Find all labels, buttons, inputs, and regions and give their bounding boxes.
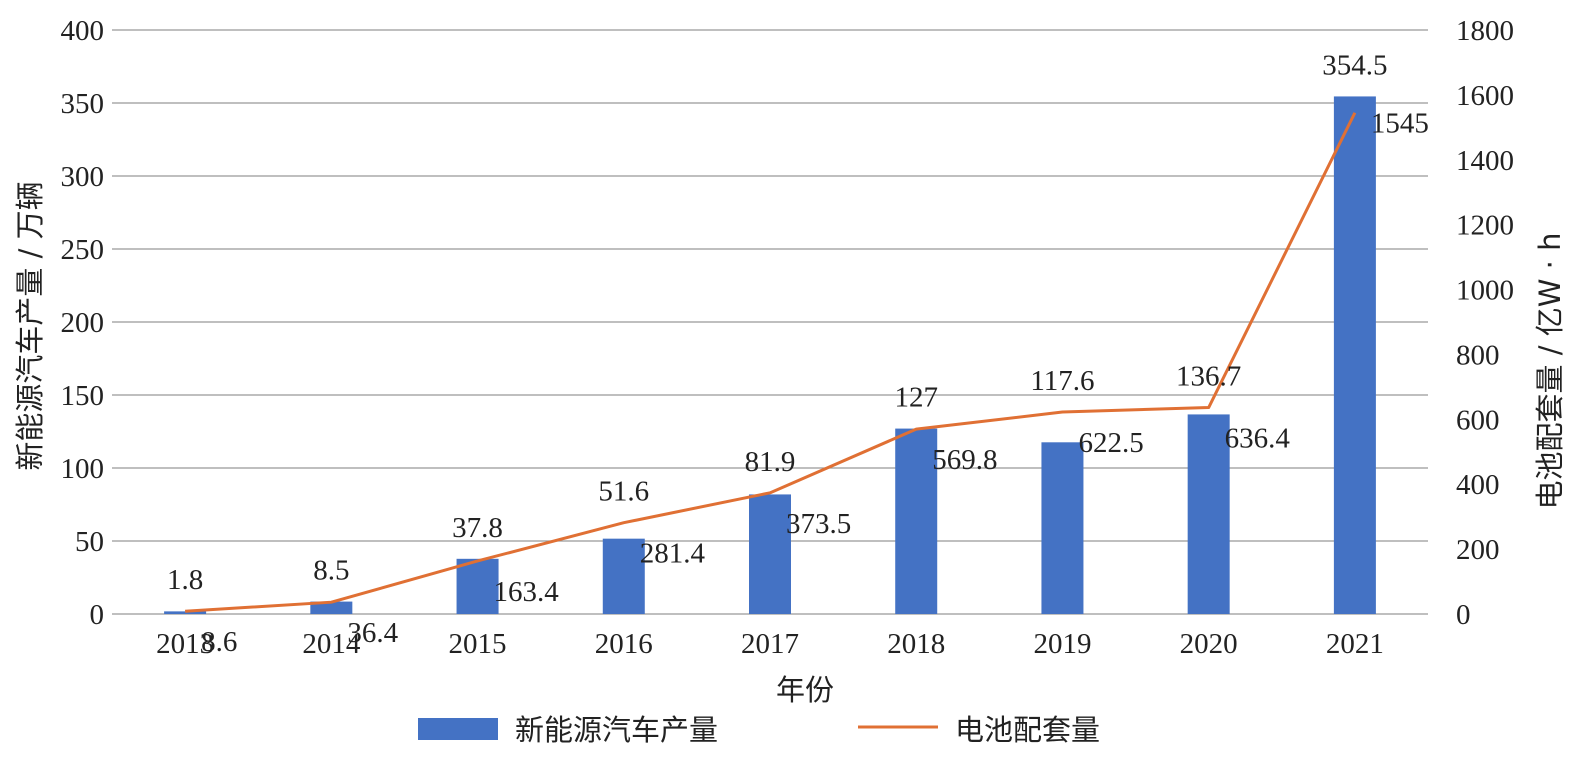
y-left-tick-label: 250 — [61, 234, 105, 266]
bar-data-label: 81.9 — [745, 446, 796, 478]
bar — [1333, 96, 1376, 615]
line-data-label: 636.4 — [1225, 423, 1291, 455]
line-data-label: 569.8 — [932, 444, 997, 476]
y-right-tick-label: 200 — [1456, 534, 1500, 566]
x-axis-title: 年份 — [776, 673, 834, 707]
gridlines — [112, 29, 1428, 615]
x-tick-label: 2020 — [1180, 628, 1238, 660]
y-right-tick-label: 1800 — [1456, 15, 1514, 47]
y-right-tick-label: 1400 — [1456, 145, 1514, 177]
left-axis-title: 新能源汽车产量 / 万辆 — [13, 181, 47, 470]
left-axis-ticks: 0 50 100 150 200 250 300 350 400 — [61, 15, 105, 631]
y-right-tick-label: 1200 — [1456, 210, 1514, 242]
y-left-tick-label: 0 — [90, 599, 105, 631]
line-data-label: 163.4 — [494, 576, 560, 608]
bar-data-labels: 1.8 8.5 37.8 51.6 81.9 127 117.6 136.7 354.5 — [167, 49, 1388, 596]
bar — [1187, 414, 1230, 614]
y-right-tick-label: 800 — [1456, 339, 1500, 371]
x-tick-label: 2018 — [887, 628, 945, 660]
bar — [310, 601, 353, 614]
bar-data-label: 8.5 — [313, 555, 349, 587]
bar-data-label: 51.6 — [598, 476, 649, 508]
y-left-tick-label: 50 — [75, 526, 104, 558]
bar-data-label: 354.5 — [1322, 49, 1387, 81]
y-left-tick-label: 400 — [61, 15, 105, 47]
x-tick-label: 2021 — [1326, 628, 1384, 660]
line-data-label: 1545 — [1371, 108, 1429, 140]
line-data-label: 8.6 — [201, 626, 237, 658]
bar-data-label: 127 — [894, 382, 938, 414]
y-right-tick-label: 0 — [1456, 599, 1471, 631]
bar-data-label: 37.8 — [452, 512, 503, 544]
bar — [749, 494, 791, 614]
y-left-tick-label: 300 — [61, 161, 105, 193]
bar — [602, 538, 645, 614]
bar-series — [164, 96, 1376, 615]
right-axis-title: 电池配套量 / 亿W · h — [1533, 233, 1567, 510]
legend-label-bar: 新能源汽车产量 — [515, 713, 718, 747]
bar — [1041, 442, 1084, 614]
line-data-label: 36.4 — [347, 617, 398, 649]
bar — [895, 428, 938, 614]
bar-data-label: 1.8 — [167, 564, 203, 596]
y-left-tick-label: 200 — [61, 307, 105, 339]
bar — [164, 611, 207, 614]
x-tick-label: 2015 — [449, 628, 507, 660]
x-tick-label: 2016 — [595, 628, 653, 660]
battery-line — [185, 112, 1357, 613]
legend-label-line: 电池配套量 — [955, 713, 1100, 747]
y-right-tick-label: 1600 — [1456, 80, 1514, 112]
line-data-label: 373.5 — [786, 508, 851, 540]
line-data-label: 281.4 — [640, 538, 706, 570]
y-right-tick-label: 400 — [1456, 469, 1500, 501]
y-right-tick-label: 1000 — [1456, 275, 1514, 307]
x-axis-ticks: 2013 2014 2015 2016 2017 2018 2019 2020 2021 — [156, 628, 1384, 660]
legend-swatch-bar — [418, 718, 498, 740]
line-data-label: 622.5 — [1078, 427, 1143, 459]
x-tick-label: 2013 — [156, 628, 214, 660]
x-tick-label: 2017 — [741, 628, 799, 660]
legend: 新能源汽车产量 电池配套量 — [418, 713, 1100, 747]
x-tick-label: 2014 — [302, 628, 361, 660]
y-right-tick-label: 600 — [1456, 404, 1500, 436]
bar — [456, 558, 499, 614]
y-left-tick-label: 150 — [61, 380, 105, 412]
y-left-tick-label: 100 — [61, 453, 105, 485]
bar-data-label: 136.7 — [1176, 361, 1241, 393]
line-data-labels: 8.6 36.4 163.4 281.4 373.5 569.8 622.5 636.4 154… — [201, 108, 1429, 658]
y-left-tick-label: 350 — [61, 88, 105, 120]
line-series — [185, 112, 1357, 613]
bar-data-label: 117.6 — [1030, 365, 1094, 397]
right-axis-ticks: 0 200 400 600 800 1000 1200 1400 1600 1800 — [1456, 15, 1514, 631]
x-tick-label: 2019 — [1033, 628, 1091, 660]
